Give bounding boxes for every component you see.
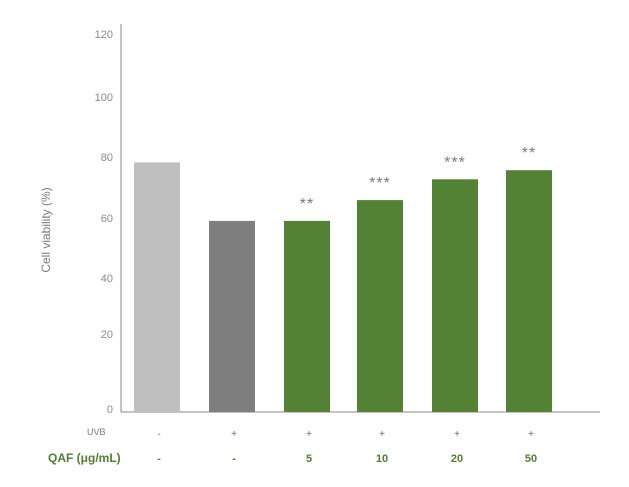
- significance-label: ***: [444, 154, 466, 171]
- y-tick-label: 60: [101, 213, 113, 225]
- y-tick-label: 100: [95, 92, 113, 104]
- y-axis-label: Cell viability (%): [39, 187, 53, 272]
- uvb-value: +: [231, 429, 237, 440]
- uvb-value: +: [306, 429, 312, 440]
- qaf-value: 5: [306, 453, 312, 465]
- qaf-row-title: QAF (μg/mL): [48, 451, 121, 465]
- bar: [134, 162, 180, 412]
- bar: [506, 170, 552, 412]
- y-tick-label: 80: [101, 152, 113, 164]
- significance-label: **: [522, 145, 536, 162]
- uvb-row-title: UVB: [87, 427, 106, 437]
- bar: [284, 220, 330, 412]
- bar: [209, 220, 255, 412]
- uvb-value: +: [454, 429, 460, 440]
- uvb-value: +: [379, 429, 385, 440]
- y-tick-label: 20: [101, 329, 113, 341]
- qaf-value: 50: [525, 453, 537, 465]
- y-tick-label: 40: [101, 273, 113, 285]
- bar: [432, 179, 478, 412]
- bars: [134, 162, 552, 412]
- qaf-value: -: [232, 453, 236, 465]
- significance-label: ***: [369, 175, 391, 192]
- condition-rows: UVB QAF (μg/mL) - + + + + + - - 5 10 20 50: [48, 427, 537, 465]
- significance-labels: **********: [300, 145, 536, 213]
- y-tick-label: 0: [107, 404, 113, 416]
- y-tick-label: 120: [95, 29, 113, 41]
- bar: [357, 200, 403, 412]
- qaf-value: 20: [451, 453, 463, 465]
- qaf-value: -: [157, 453, 161, 465]
- uvb-value: +: [528, 429, 534, 440]
- qaf-value: 10: [376, 453, 388, 465]
- significance-label: **: [300, 196, 314, 213]
- uvb-value: -: [157, 429, 160, 440]
